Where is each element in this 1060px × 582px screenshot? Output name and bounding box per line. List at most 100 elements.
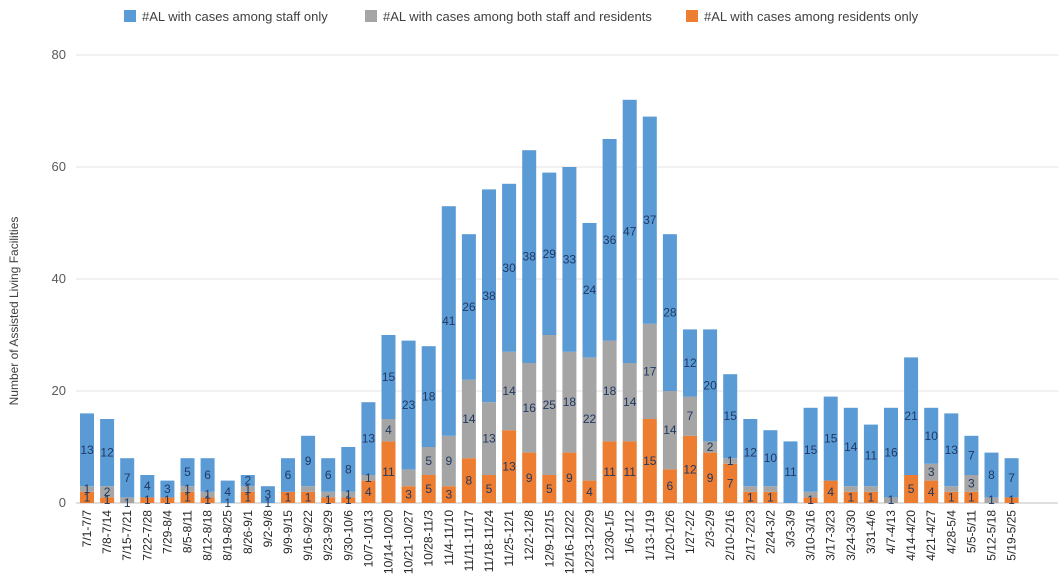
data-label: 5: [486, 482, 493, 496]
bar-segment-staff-only: [461, 234, 476, 380]
bar-segment-staff-and-residents: [723, 458, 738, 464]
x-tick-label: 9/23-9/29: [321, 510, 335, 561]
bar-segment-staff-and-residents: [240, 486, 255, 492]
bar-segment-staff-only: [522, 150, 537, 363]
data-label: 15: [643, 454, 657, 468]
bar-segment-residents-only: [964, 491, 979, 503]
data-label: 3: [445, 488, 452, 502]
data-label: 15: [804, 443, 818, 457]
data-label: 5: [425, 454, 432, 468]
bars: [80, 99, 1019, 503]
bar-segment-staff-only: [180, 458, 195, 487]
bar-segment-staff-and-residents: [884, 497, 898, 503]
x-tick-label: 9/16-9/22: [301, 510, 315, 561]
bar-segment-staff-and-residents: [180, 486, 195, 492]
data-label: 1: [184, 490, 191, 504]
data-label: 12: [683, 462, 697, 476]
data-label: 9: [305, 454, 312, 468]
x-tick-label: 3/17-3/23: [824, 510, 838, 561]
bar-segment-staff-and-residents: [441, 435, 456, 487]
bar-segment-residents-only: [381, 441, 396, 503]
data-label: 1: [244, 490, 251, 504]
data-label: 1: [747, 490, 754, 504]
y-tick-label: 40: [52, 271, 66, 286]
bar-segment-staff-only: [100, 419, 115, 487]
bar-segment-staff-only: [924, 407, 939, 464]
data-label: 1: [84, 490, 91, 504]
bar-segment-staff-only: [783, 441, 798, 503]
data-label: 9: [566, 471, 573, 485]
data-label: 1: [325, 493, 332, 507]
y-tick-label: 60: [52, 159, 66, 174]
bar-segment-residents-only: [622, 441, 637, 503]
x-tick-label: 7/8-7/14: [100, 510, 114, 554]
x-tick-label: 7/22-7/28: [140, 510, 154, 561]
bar-segment-staff-and-residents: [703, 441, 718, 453]
x-tick-label: 10/21-10/27: [402, 510, 416, 574]
bar-segment-staff-only: [743, 419, 758, 487]
data-label: 4: [385, 423, 392, 437]
y-tick-label: 80: [52, 47, 66, 62]
bar-segment-residents-only: [944, 491, 959, 503]
x-tick-label: 10/14-10/20: [382, 510, 396, 574]
data-label: 21: [904, 409, 918, 423]
bar-segment-staff-only: [723, 374, 738, 459]
data-label: 18: [563, 395, 577, 409]
x-axis: 7/1-7/7 7/8-7/14 7/15-7/21 7/22-7/28 7/29-8/…: [80, 510, 1019, 574]
bar-segment-staff-only: [904, 357, 919, 475]
data-label: 1: [1008, 493, 1015, 507]
bar-segment-residents-only: [100, 497, 115, 503]
data-label: 36: [603, 233, 617, 247]
legend: #AL with cases among staff only #AL with …: [124, 9, 919, 24]
bar-segment-staff-only: [763, 430, 778, 487]
bar-segment-staff-and-residents: [863, 486, 878, 492]
bar-segment-staff-and-residents: [542, 335, 557, 475]
x-tick-label: 8/19-8/25: [221, 510, 235, 561]
x-tick-label: 1/27-2/2: [683, 510, 697, 554]
x-tick-label: 7/29-8/4: [160, 510, 174, 554]
bar-segment-staff-only: [361, 402, 376, 475]
data-label: 25: [543, 398, 557, 412]
bar-segment-staff-only: [984, 452, 999, 498]
x-tick-label: 12/9-12/15: [542, 510, 556, 568]
bar-segment-staff-only: [502, 183, 517, 352]
bar-segment-staff-only: [1004, 458, 1019, 498]
data-label: 1: [365, 471, 372, 485]
bar-segment-residents-only: [281, 491, 295, 503]
y-axis: 0 20 40 60 80: [52, 47, 66, 510]
bar-segment-staff-only: [80, 413, 94, 487]
data-label: 6: [285, 468, 292, 482]
bar-segment-staff-and-residents: [562, 351, 577, 453]
bar-segment-staff-only: [441, 206, 456, 436]
x-tick-label: 11/25-12/1: [502, 510, 516, 567]
data-label: 11: [623, 465, 636, 479]
x-tick-label: 10/28-11/3: [422, 510, 436, 567]
data-label: 13: [502, 460, 516, 474]
data-label: 1: [184, 482, 191, 496]
data-label: 5: [546, 482, 553, 496]
bar-segment-staff-only: [803, 407, 818, 492]
bar-segment-residents-only: [140, 497, 155, 503]
data-label: 1: [164, 493, 171, 507]
bar-segment-residents-only: [441, 486, 456, 503]
bar-segment-staff-only: [482, 189, 496, 403]
data-label: 22: [583, 412, 597, 426]
bar-segment-residents-only: [502, 430, 517, 503]
legend-swatch: [686, 10, 698, 22]
bar-segment-staff-only: [381, 335, 396, 419]
data-label: 28: [663, 306, 677, 320]
data-label: 1: [285, 490, 292, 504]
legend-label: #AL with cases among staff only: [142, 9, 328, 24]
x-tick-label: 11/4-11/10: [442, 510, 456, 566]
bar-segment-residents-only: [662, 469, 677, 503]
bar-segment-staff-and-residents: [502, 351, 517, 431]
data-label: 1: [948, 490, 955, 504]
bar-segment-staff-only: [944, 413, 959, 487]
bar-segment-staff-only: [622, 99, 637, 364]
bar-segment-staff-only: [240, 475, 255, 487]
data-label: 8: [466, 474, 473, 488]
bar-segment-staff-only: [683, 329, 697, 397]
data-label: 18: [603, 384, 617, 398]
bar-segment-staff-only: [200, 458, 215, 492]
